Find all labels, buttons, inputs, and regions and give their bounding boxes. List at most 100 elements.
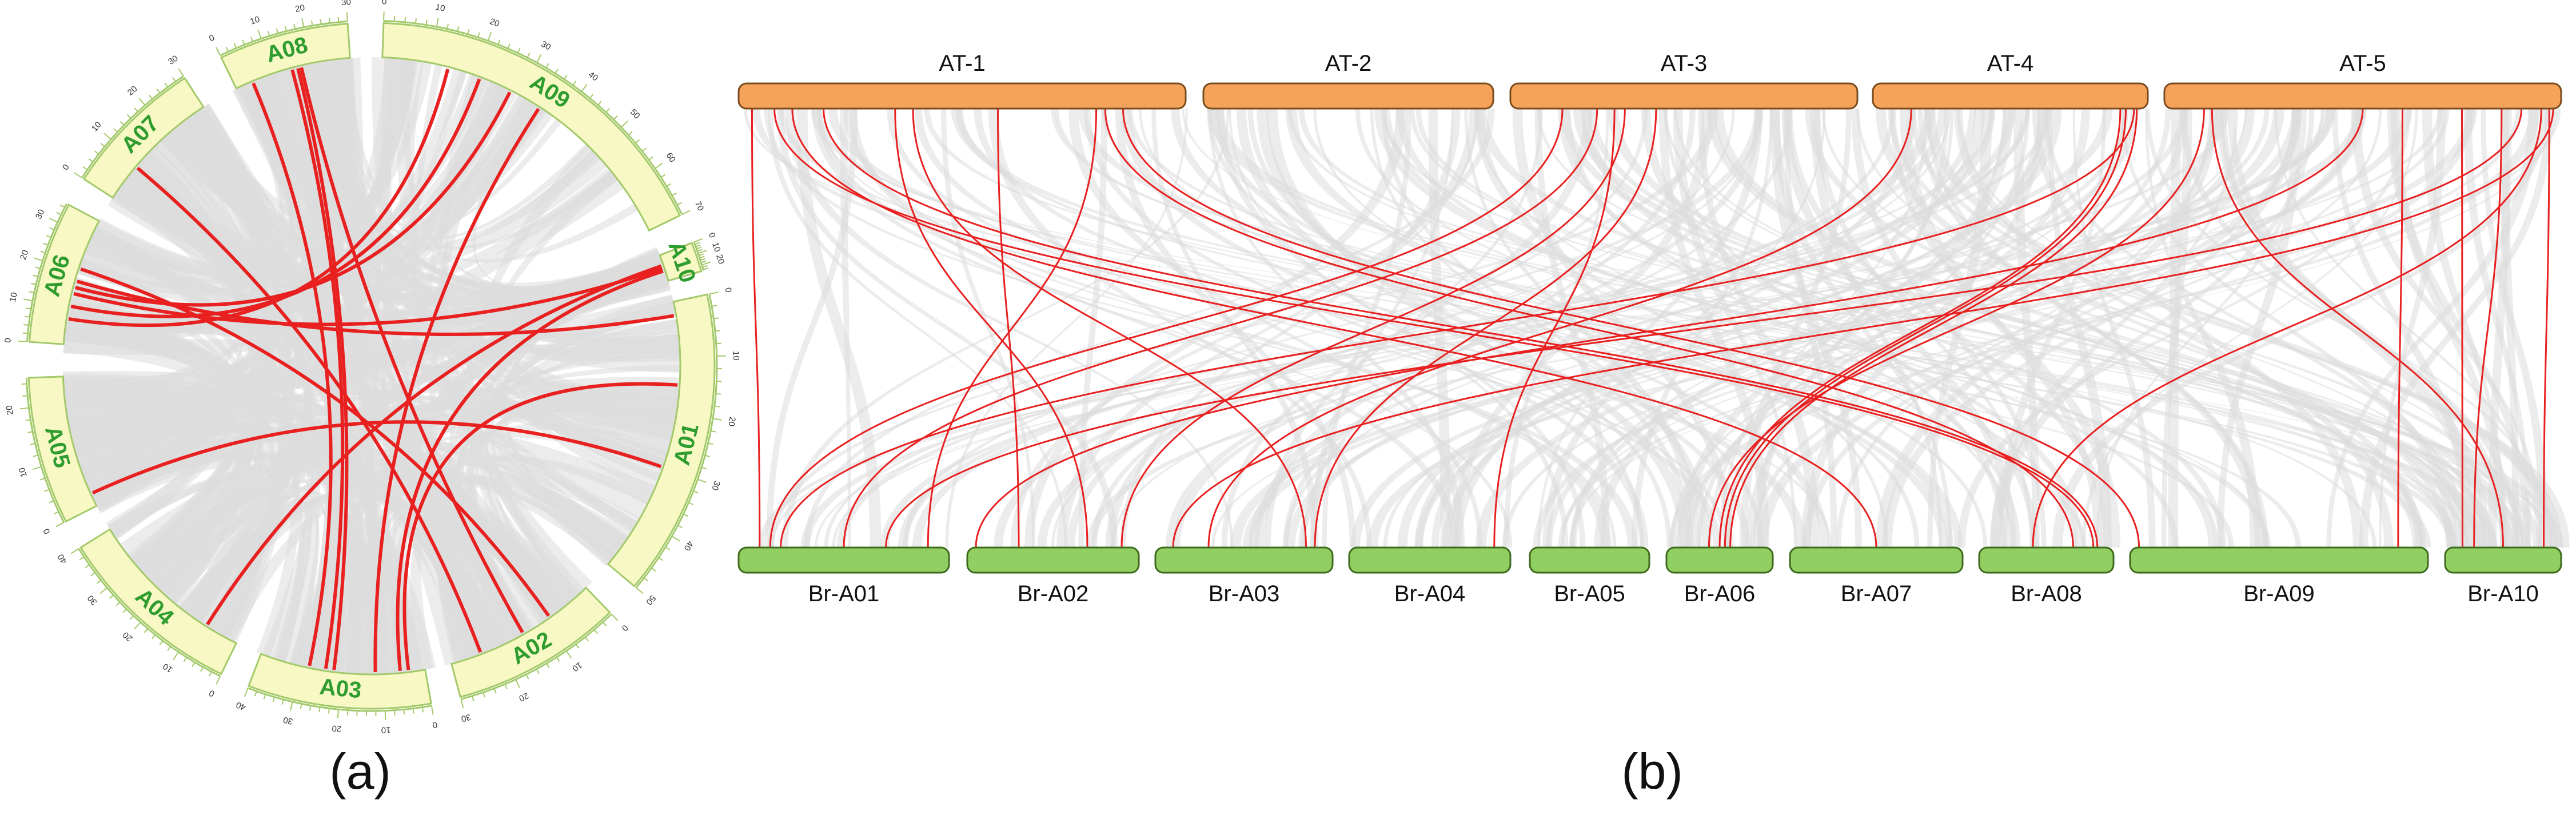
synteny-gray-link <box>1257 109 1691 548</box>
tick-mark <box>701 466 707 470</box>
tick-mark <box>281 699 284 705</box>
tick-mark <box>709 291 719 295</box>
synteny-gray-link <box>1801 109 2044 548</box>
tick-mark <box>527 53 531 58</box>
tick-mark <box>138 98 146 106</box>
tick-label: 40 <box>56 552 69 565</box>
circos-red-link <box>296 67 349 670</box>
synteny-gray-link <box>766 109 858 548</box>
synteny-gray-link <box>2052 109 2549 548</box>
synteny-gray-link <box>914 109 1729 548</box>
chromosome-bar-at-4 <box>1872 82 2149 110</box>
tick-mark <box>688 502 694 505</box>
tick-mark <box>497 39 501 45</box>
tick-mark <box>318 707 321 713</box>
tick-mark <box>546 663 550 668</box>
tick-mark <box>119 121 125 126</box>
tick-mark <box>460 699 464 709</box>
circos-red-link <box>300 67 524 633</box>
tick-mark <box>172 77 176 82</box>
tick-mark <box>517 48 521 54</box>
synteny-gray-link <box>785 109 1234 548</box>
synteny-red-link <box>2211 108 2504 548</box>
tick-mark <box>648 156 653 161</box>
tick-mark <box>467 29 470 35</box>
tick-mark <box>23 298 33 302</box>
tick-mark <box>113 128 118 133</box>
tick-mark <box>40 250 46 254</box>
chromosome-a02 <box>450 586 611 698</box>
synteny-gray-link <box>2274 109 2542 548</box>
synteny-red-link <box>1104 108 2074 548</box>
synteny-gray-link <box>1382 109 1711 548</box>
synteny-gray-link <box>1569 109 2557 548</box>
circos-gray-link <box>429 85 512 656</box>
tick-mark <box>103 133 111 140</box>
circos-red-link <box>70 78 481 318</box>
tick-mark <box>43 242 49 246</box>
tick-label: 10 <box>8 291 19 303</box>
circos-red-link <box>373 107 540 672</box>
synteny-gray-link <box>1410 109 2498 548</box>
tick-mark <box>310 20 313 26</box>
synteny-gray-link <box>1475 109 2016 548</box>
tick-mark <box>671 192 677 197</box>
tick-mark <box>309 705 312 711</box>
chromosome-label: Br-A05 <box>1554 581 1625 606</box>
synteny-gray-link <box>1010 109 1480 548</box>
circos-gray-link <box>176 117 320 666</box>
tick-mark <box>436 17 439 27</box>
at-chromosome-bars: AT-1 AT-2 AT-3 AT-4 AT-5 <box>737 51 2562 110</box>
tick-mark <box>18 340 27 342</box>
chromosome-bar-at-1 <box>737 82 1187 110</box>
tick-label: 20 <box>126 84 139 98</box>
tick-mark <box>173 652 180 660</box>
tick-mark <box>584 637 589 642</box>
tick-mark <box>575 644 580 649</box>
synteny-gray-link <box>1037 109 2016 548</box>
synteny-gray-link <box>1138 109 1949 548</box>
tick-mark <box>471 696 474 701</box>
synteny-gray-link <box>1502 109 2324 548</box>
tick-mark <box>32 466 42 470</box>
tick-mark <box>565 650 572 659</box>
chromosome-bar-br-a01 <box>737 546 950 574</box>
tick-mark <box>74 172 82 178</box>
circos-gray-link <box>66 95 535 328</box>
synteny-gray-link <box>843 109 1612 548</box>
synteny-red-link <box>1724 108 2127 548</box>
tick-axis <box>693 242 705 271</box>
tick-mark <box>244 688 249 697</box>
synteny-gray-link <box>2500 109 2519 548</box>
synteny-gray-link <box>1503 109 1609 548</box>
synteny-red-link <box>2032 108 2542 548</box>
synteny-gray-link <box>1924 109 2563 548</box>
tick-mark <box>29 291 34 294</box>
circos-gray-link <box>65 84 509 337</box>
synteny-red-link <box>791 108 1877 548</box>
circos-gray-link <box>397 58 592 598</box>
circos-red-link <box>92 420 662 495</box>
circos-gray-link <box>220 394 679 642</box>
tick-mark <box>276 28 279 34</box>
synteny-red-link <box>1314 108 1657 548</box>
synteny-gray-link <box>945 109 1188 548</box>
tick-label: 40 <box>682 539 695 552</box>
tick-label: 70 <box>693 199 706 212</box>
synteny-gray-link <box>1221 109 1593 548</box>
tick-mark <box>658 557 664 561</box>
tick-axis <box>384 19 683 215</box>
circos-gray-link <box>181 499 312 662</box>
tick-mark <box>284 26 288 31</box>
chromosome-label: Br-A06 <box>1684 581 1756 606</box>
synteny-gray-link <box>1876 109 2423 548</box>
synteny-gray-link <box>1111 109 2187 548</box>
chromosome-bar-br-a02 <box>966 546 1140 574</box>
tick-label: 30 <box>282 714 294 726</box>
tick-label: 20 <box>726 416 737 427</box>
synteny-gray-link <box>1127 109 2377 548</box>
tick-mark <box>545 63 549 69</box>
synteny-gray-link <box>1264 109 1543 548</box>
circos-gray-link <box>82 440 563 622</box>
synteny-gray-link <box>1217 109 1585 548</box>
